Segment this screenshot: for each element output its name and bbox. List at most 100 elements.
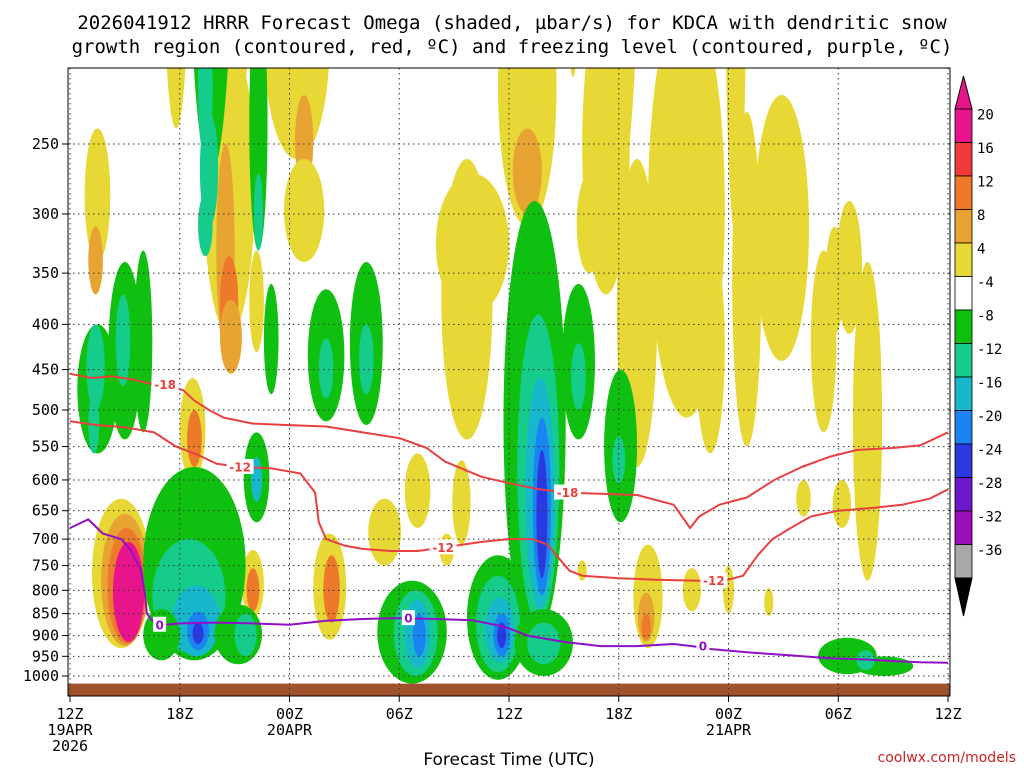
omega-cell-97 — [536, 450, 548, 579]
omega-cell-87 — [412, 613, 426, 657]
colorbar-label-12: -32 — [977, 509, 1002, 525]
contour-label-dgz_bottom-0: -12 — [229, 460, 251, 474]
colorbar-label-7: -12 — [977, 342, 1002, 358]
y-tick-label-600: 600 — [32, 471, 59, 489]
colorbar-swatch-3 — [954, 209, 973, 244]
y-tick-label-250: 250 — [32, 135, 59, 153]
omega-cell-24 — [404, 453, 431, 528]
y-tick-label-350: 350 — [32, 264, 59, 282]
contour-label-freezing-0: 0 — [155, 618, 163, 632]
omega-shading — [77, 68, 914, 684]
omega-cell-46 — [852, 261, 883, 581]
y-tick-label-500: 500 — [32, 401, 59, 419]
omega-cell-32 — [570, 68, 576, 78]
y-tick-label-550: 550 — [32, 438, 59, 456]
contour-label-bg-freezing-2 — [696, 638, 710, 654]
omega-cell-61 — [134, 250, 153, 433]
contour-label-bg-dgz_bottom-0 — [226, 458, 254, 474]
contour-label-dgz_top-1: -18 — [557, 486, 579, 500]
omega-cell-1 — [88, 226, 103, 295]
x-tick-label-48-0: 12Z — [934, 705, 961, 723]
contour-label-freezing-2: 0 — [699, 640, 707, 654]
colorbar-swatch-6 — [954, 309, 973, 344]
colorbar-swatch-8 — [954, 376, 973, 411]
colorbar-swatch-4 — [954, 242, 973, 277]
colorbar-top-arrow — [954, 75, 973, 110]
omega-cell-80 — [192, 622, 204, 645]
colorbar-swatch-2 — [954, 175, 973, 210]
colorbar-label-6: -8 — [977, 308, 994, 324]
omega-cell-31 — [435, 173, 509, 315]
contour-label-bg-dgz_top-0 — [151, 376, 179, 392]
colorbar-label-5: -4 — [977, 275, 994, 291]
colorbar-label-13: -36 — [977, 543, 1002, 559]
contour-label-dgz_bottom-1: -12 — [432, 541, 454, 555]
y-tick-label-450: 450 — [32, 361, 59, 379]
colorbar-swatch-5 — [954, 276, 973, 311]
omega-cell-68 — [253, 173, 263, 251]
colorbar-label-2: 12 — [977, 174, 994, 190]
colorbar-swatch-9 — [954, 410, 973, 445]
x-tick-label-24-0: 12Z — [495, 705, 522, 723]
colorbar-label-8: -16 — [977, 375, 1002, 391]
y-tick-label-850: 850 — [32, 605, 59, 623]
chart-title-line1: 2026041912 HRRR Forecast Omega (shaded, … — [77, 12, 947, 34]
omega-cell-45 — [836, 200, 863, 334]
x-tick-label-12-0: 00Z — [276, 705, 303, 723]
contour-label-dgz_top-0: -18 — [154, 378, 176, 392]
omega-cell-2 — [166, 68, 186, 129]
omega-cell-83 — [234, 613, 257, 657]
omega-cell-7 — [219, 299, 242, 374]
contour-layer: -18 -18 -12 -12 -12 0 0 0 — [69, 372, 949, 664]
colorbar: 20 16 12 8 4 -4 -8 -12 -16 -20 -24 -28 -32 -36 — [954, 75, 1002, 617]
colorbar-label-11: -28 — [977, 476, 1002, 492]
omega-cell-13 — [187, 410, 202, 467]
omega-cell-17 — [112, 541, 145, 642]
x-tick-label-30-0: 18Z — [605, 705, 632, 723]
x-tick-label-36-0: 00Z — [715, 705, 742, 723]
y-tick-label-300: 300 — [32, 205, 59, 223]
contour-label-bg-dgz_top-1 — [554, 484, 582, 500]
terrain-surface — [68, 683, 950, 696]
omega-cell-101 — [571, 343, 586, 410]
colorbar-label-0: 20 — [977, 107, 994, 123]
x-axis-label: Forecast Time (UTC) — [423, 750, 594, 768]
omega-cell-21 — [246, 568, 260, 612]
contour-freezing — [69, 518, 949, 664]
contour-label-freezing-1: 0 — [404, 612, 412, 626]
x-tick-label-0-1: 19APR — [47, 721, 93, 739]
contour-dgz_bottom — [69, 420, 949, 582]
x-tick-label-36-1: 21APR — [706, 721, 752, 739]
y-tick-label-700: 700 — [32, 530, 59, 548]
omega-cell-103 — [612, 435, 626, 484]
x-tick-label-6-0: 18Z — [166, 705, 193, 723]
omega-cell-30 — [512, 128, 542, 214]
colorbar-label-1: 16 — [977, 141, 994, 157]
y-tick-label-750: 750 — [32, 557, 59, 575]
omega-cell-54 — [764, 587, 774, 616]
omega-cell-57 — [86, 324, 105, 410]
colorbar-swatch-13 — [954, 544, 973, 579]
omega-cell-23 — [323, 555, 340, 623]
y-tick-label-950: 950 — [32, 647, 59, 665]
omega-cell-25 — [368, 498, 402, 566]
omega-cell-73 — [318, 338, 334, 399]
omega-cell-92 — [497, 622, 507, 649]
colorbar-swatch-10 — [954, 443, 973, 478]
omega-cell-35 — [582, 68, 630, 295]
omega-cell-69 — [263, 283, 279, 395]
x-tick-label-12-1: 20APR — [267, 721, 313, 739]
x-tick-label-0-2: 2026 — [52, 737, 88, 755]
y-tick-label-900: 900 — [32, 627, 59, 645]
credit-link[interactable]: coolwx.com/models — [878, 750, 1016, 766]
y-tick-label-650: 650 — [32, 502, 59, 520]
omega-cell-60 — [115, 294, 131, 387]
y-tick-label-400: 400 — [32, 315, 59, 333]
x-tick-label-42-0: 06Z — [825, 705, 852, 723]
colorbar-label-10: -24 — [977, 442, 1002, 458]
y-axis-ticks: 250 300 350 400 450 500 550 600 650 700 750 800 850 9… — [23, 135, 68, 685]
colorbar-bottom-arrow — [954, 577, 973, 617]
omega-cell-55 — [577, 560, 587, 581]
